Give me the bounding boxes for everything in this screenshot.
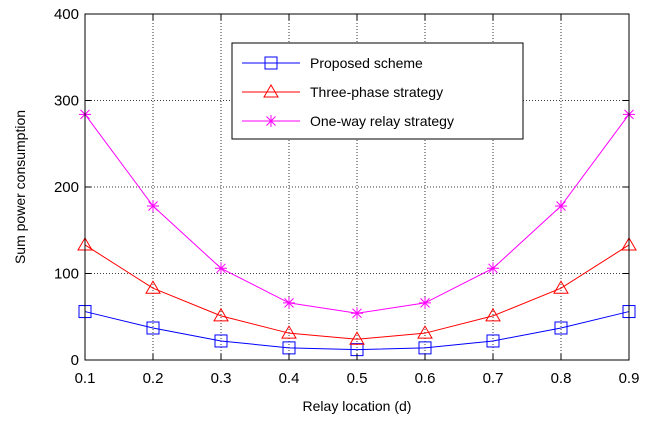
y-tick-label: 100 <box>54 266 79 283</box>
y-tick-label: 300 <box>54 93 79 110</box>
data-point-marker <box>214 334 228 348</box>
x-axis-label: Relay location (d) <box>303 398 412 414</box>
data-point-marker <box>554 321 568 335</box>
data-point-marker <box>417 325 433 339</box>
legend-box <box>231 42 524 140</box>
data-point-marker <box>146 321 160 335</box>
series-2 <box>77 236 637 345</box>
legend-marker <box>265 115 277 127</box>
y-tick-label: 0 <box>71 352 79 369</box>
ticks: 0.1 0.2 0.3 0.4 0.5 0.6 0.7 0.8 0.9 0 100 200 300 400 <box>54 6 639 387</box>
series-layer <box>77 108 637 357</box>
data-point-marker <box>418 341 432 355</box>
legend-label: Three-phase strategy <box>310 84 443 100</box>
legend-label: One-way relay strategy <box>310 113 454 129</box>
data-point-marker <box>351 307 363 320</box>
data-point-marker <box>283 296 295 309</box>
data-point-marker <box>485 307 501 322</box>
x-tick-label: 0.9 <box>619 370 640 387</box>
data-point-marker <box>419 296 431 309</box>
data-point-marker <box>213 307 229 322</box>
y-tick-label: 200 <box>54 179 79 196</box>
data-point-marker <box>145 280 161 294</box>
data-point-marker <box>349 331 365 345</box>
data-point-marker <box>487 262 499 275</box>
legend-marker <box>264 56 278 70</box>
data-point-marker <box>215 262 227 275</box>
data-point-marker <box>282 341 296 355</box>
x-tick-label: 0.4 <box>279 370 300 387</box>
series-line <box>84 244 630 340</box>
y-axis-label: Sum power consumption <box>12 110 28 264</box>
legend: Proposed scheme Three-phase strategy One-w… <box>231 42 524 140</box>
x-tick-label: 0.6 <box>415 370 436 387</box>
y-tick-label: 400 <box>54 6 79 23</box>
x-tick-label: 0.3 <box>211 370 232 387</box>
series-1 <box>78 305 636 357</box>
x-tick-label: 0.2 <box>143 370 164 387</box>
data-point-marker <box>555 200 567 213</box>
data-point-marker <box>281 325 297 339</box>
data-point-marker <box>486 334 500 348</box>
data-point-marker <box>147 200 159 213</box>
x-tick-label: 0.5 <box>347 370 368 387</box>
x-tick-label: 0.7 <box>483 370 504 387</box>
x-tick-label: 0.8 <box>551 370 572 387</box>
series-line <box>84 311 630 351</box>
legend-marker <box>263 84 279 98</box>
data-point-marker <box>553 280 569 294</box>
x-tick-label: 0.1 <box>75 370 96 387</box>
legend-label: Proposed scheme <box>310 55 423 71</box>
